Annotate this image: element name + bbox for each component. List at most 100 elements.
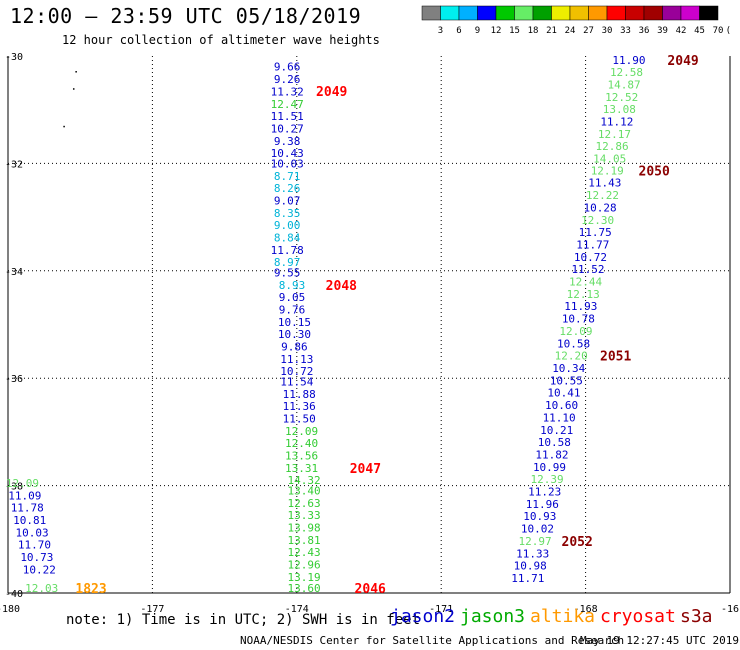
wave-height-value: 11.90: [612, 54, 645, 67]
wave-height-value: 9.00: [274, 219, 301, 232]
wave-height-value: 12.17: [598, 128, 631, 141]
wave-height-value: 8.84: [274, 232, 301, 245]
scale-label: 24: [565, 26, 576, 35]
pass-time-label: 2049: [316, 85, 347, 100]
wave-height-value: 11.77: [576, 238, 609, 251]
pass-time-label: 2049: [667, 54, 698, 69]
y-tick-label: -30: [5, 52, 23, 63]
wave-height-value: 9.86: [281, 341, 308, 354]
wave-height-value: 12.43: [287, 546, 320, 559]
x-tick-label: -16: [721, 604, 739, 615]
wave-height-value: 14.32: [287, 474, 320, 487]
timestamp: May 19 12:27:45 UTC 2019: [580, 634, 739, 647]
wave-height-value: 12.19: [591, 164, 624, 177]
wave-height-value: 10.78: [562, 313, 595, 326]
wave-height-value: 11.33: [516, 547, 549, 560]
y-tick-label: -32: [5, 159, 23, 170]
y-tick-label: -36: [5, 374, 23, 385]
wave-height-value: 11.71: [511, 572, 544, 585]
measurement-dot: [75, 71, 77, 73]
wave-height-value: 10.58: [538, 436, 571, 449]
wave-height-value: 10.21: [540, 424, 573, 437]
scale-label: 21: [546, 26, 557, 35]
wave-height-value: 11.93: [564, 300, 597, 313]
legend-jason3: jason3: [460, 606, 526, 627]
wave-height-value: 11.96: [526, 498, 559, 511]
x-tick-label: -180: [0, 604, 20, 615]
wave-height-value: 11.82: [535, 448, 568, 461]
wave-height-value: 12.09: [559, 325, 592, 338]
wave-height-value: 11.23: [528, 486, 561, 499]
wave-height-value: 8.93: [279, 279, 306, 292]
wave-height-value: 10.81: [13, 514, 46, 527]
wave-height-value: 12.20: [555, 350, 588, 363]
pass-time-label: 2046: [355, 582, 386, 597]
wave-height-value: 11.13: [280, 353, 313, 366]
wave-height-value: 11.88: [283, 388, 316, 401]
wave-height-value: 10.27: [271, 122, 304, 135]
wave-height-value: 11.70: [18, 539, 51, 552]
scale-label: 45: [694, 26, 705, 35]
wave-height-value: 13.81: [287, 534, 320, 547]
wave-height-value: 13.33: [287, 509, 320, 522]
wave-height-value: 12.97: [518, 535, 551, 548]
wave-height-value: 10.55: [550, 374, 583, 387]
scale-label: 39: [657, 26, 668, 35]
wave-height-value: 8.26: [274, 182, 301, 195]
scale-label: 15: [509, 26, 520, 35]
measurement-dot: [72, 88, 75, 90]
wave-height-value: 9.26: [274, 73, 301, 86]
y-tick-label: -34: [5, 267, 23, 278]
wave-height-value: 14.87: [608, 78, 641, 91]
wave-height-value: 13.40: [287, 484, 320, 497]
wave-height-value: 12.09: [6, 477, 39, 490]
scale-swatch: [699, 5, 719, 21]
wave-height-value: 10.99: [533, 461, 566, 474]
wave-height-value: 10.28: [583, 201, 616, 214]
wave-height-value: 12.86: [596, 140, 629, 153]
legend-cryosat: cryosat: [600, 606, 676, 627]
scale-label: 42: [676, 26, 687, 35]
wave-height-value: 11.51: [271, 110, 304, 123]
wave-height-value: 10.58: [557, 337, 590, 350]
wave-height-value: 8.97: [274, 256, 301, 269]
wave-height-value: 10.72: [574, 251, 607, 264]
wave-height-value: 8.71: [274, 170, 301, 183]
x-tick-label: -177: [140, 604, 164, 615]
map-subtitle: 12 hour collection of altimeter wave hei…: [62, 33, 380, 47]
wave-height-value: 11.50: [283, 412, 316, 425]
wave-height-value: 10.41: [547, 387, 580, 400]
pass-time-label: 1823: [75, 582, 106, 597]
scale-label: 27: [583, 26, 594, 35]
scale-label: 18: [528, 26, 539, 35]
scale-label: 3: [438, 26, 443, 35]
x-tick-label: -174: [285, 604, 309, 615]
wave-height-value: 11.12: [600, 116, 633, 129]
x-tick-label: -168: [574, 604, 598, 615]
wave-height-value: 11.36: [283, 400, 316, 413]
pass-time-label: 2050: [639, 164, 670, 179]
pass-time-label: 2052: [562, 535, 593, 550]
wave-height-value: 9.05: [279, 291, 306, 304]
pass-time-label: 2047: [350, 462, 381, 477]
wave-height-value: 13.60: [287, 582, 320, 595]
wave-height-value: 10.43: [271, 147, 304, 160]
y-tick-label: -40: [5, 589, 23, 600]
footnote: note: 1) Time is in UTC; 2) SWH is in fe…: [66, 612, 421, 628]
wave-height-value: 12.30: [581, 214, 614, 227]
wave-height-value: 9.55: [274, 266, 301, 279]
wave-height-value: 10.34: [552, 362, 585, 375]
wave-height-value: 12.96: [287, 559, 320, 572]
wave-height-value: 9.66: [274, 61, 301, 74]
wave-height-value: 10.60: [545, 399, 578, 412]
pass-time-label: 2048: [326, 279, 357, 294]
wave-height-value: 12.13: [567, 288, 600, 301]
scale-label: 12: [491, 26, 502, 35]
wave-height-value: 12.39: [531, 473, 564, 486]
wave-height-value: 10.02: [521, 523, 554, 536]
wave-height-value: 11.75: [579, 226, 612, 239]
wave-height-value: 9.38: [274, 135, 301, 148]
wave-height-value: 11.54: [280, 375, 313, 388]
wave-height-value: 11.43: [588, 177, 621, 190]
